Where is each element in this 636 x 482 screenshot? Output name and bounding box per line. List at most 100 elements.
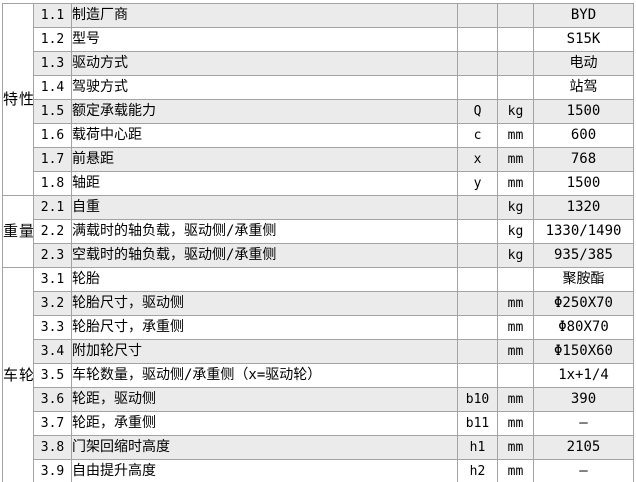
unit-cell: kg [497,219,534,244]
unit-cell: kg [497,195,534,220]
row-number-cell: 3.1 [33,267,72,292]
value-cell: 1330/1490 [533,219,634,244]
table-row: 1.4 驾驶方式 站驾 [3,75,634,100]
symbol-cell: x [457,147,498,172]
symbol-cell: h1 [457,435,498,460]
unit-cell [497,3,534,28]
table-row: 3.5 车轮数量，驱动侧/承重侧（x=驱动轮） 1x+1/4 [3,363,634,388]
unit-cell: kg [497,243,534,268]
row-number-cell: 2.1 [33,195,72,220]
value-cell: – [533,411,634,436]
spec-name-cell: 门架回缩时高度 [71,435,458,460]
value-cell: 935/385 [533,243,634,268]
spec-name-cell: 前悬距 [71,147,458,172]
value-cell: Φ250X70 [533,291,634,316]
spec-name-cell: 轮胎尺寸，驱动侧 [71,291,458,316]
spec-name-cell: 轮胎 [71,267,458,292]
row-number-cell: 3.7 [33,411,72,436]
spec-name-cell: 载荷中心距 [71,123,458,148]
spec-name-cell: 型号 [71,27,458,52]
table-row: 3.6 轮距，驱动侧 b10 mm 390 [3,387,634,412]
spec-table: 特性 1.1 制造厂商 BYD 1.2 型号 S15K 1.3 驱动方式 电动 1.4 驾驶方式 站驾 1… [2,3,634,482]
symbol-cell [457,243,498,268]
row-number-cell: 1.8 [33,171,72,196]
symbol-cell: y [457,171,498,196]
value-cell: Φ150X60 [533,339,634,364]
row-number-cell: 1.4 [33,75,72,100]
row-number-cell: 1.6 [33,123,72,148]
symbol-cell [457,339,498,364]
category-cell: 特性 [2,3,34,196]
unit-cell: mm [497,147,534,172]
value-cell: – [533,459,634,482]
table-row: 3.9 自由提升高度 h2 mm – [3,459,634,482]
unit-cell [497,27,534,52]
spec-name-cell: 轮距，承重侧 [71,411,458,436]
spec-name-cell: 轴距 [71,171,458,196]
symbol-cell [457,315,498,340]
value-cell: 2105 [533,435,634,460]
spec-name-cell: 附加轮尺寸 [71,339,458,364]
table-row: 1.8 轴距 y mm 1500 [3,171,634,196]
table-row: 1.3 驱动方式 电动 [3,51,634,76]
row-number-cell: 1.1 [33,3,72,28]
symbol-cell [457,291,498,316]
row-number-cell: 1.5 [33,99,72,124]
value-cell: 768 [533,147,634,172]
spec-name-cell: 空载时的轴负载，驱动侧/承重侧 [71,243,458,268]
spec-name-cell: 制造厂商 [71,3,458,28]
spec-name-cell: 自由提升高度 [71,459,458,482]
symbol-cell [457,363,498,388]
unit-cell [497,363,534,388]
spec-name-cell: 轮距，驱动侧 [71,387,458,412]
unit-cell: mm [497,315,534,340]
row-number-cell: 2.3 [33,243,72,268]
table-row: 2.2 满载时的轴负载，驱动侧/承重侧 kg 1330/1490 [3,219,634,244]
unit-cell: mm [497,339,534,364]
symbol-cell: b11 [457,411,498,436]
unit-cell: mm [497,123,534,148]
symbol-cell: Q [457,99,498,124]
table-row: 特性 1.1 制造厂商 BYD [2,3,634,196]
unit-cell: mm [497,387,534,412]
spec-name-cell: 满载时的轴负载，驱动侧/承重侧 [71,219,458,244]
row-number-cell: 2.2 [33,219,72,244]
spec-name-cell: 自重 [71,195,458,220]
row-number-cell: 3.3 [33,315,72,340]
row-number-cell: 1.3 [33,51,72,76]
symbol-cell [457,3,498,28]
row-number-cell: 3.9 [33,459,72,482]
spec-name-cell: 驾驶方式 [71,75,458,100]
value-cell: 1500 [533,99,634,124]
table-row: 3.4 附加轮尺寸 mm Φ150X60 [3,339,634,364]
unit-cell [497,75,534,100]
table-row: 车轮 3.1 轮胎 聚胺酯 [2,267,634,482]
spec-name-cell: 驱动方式 [71,51,458,76]
row-number-cell: 1.7 [33,147,72,172]
spec-name-cell: 额定承载能力 [71,99,458,124]
value-cell: S15K [533,27,634,52]
unit-cell: mm [497,171,534,196]
symbol-cell [457,195,498,220]
symbol-cell [457,27,498,52]
symbol-cell: b10 [457,387,498,412]
table-row: 1.7 前悬距 x mm 768 [3,147,634,172]
unit-cell: kg [497,99,534,124]
table-row: 1.2 型号 S15K [3,27,634,52]
value-cell: 1320 [533,195,634,220]
unit-cell: mm [497,435,534,460]
table-row: 2.3 空载时的轴负载，驱动侧/承重侧 kg 935/385 [3,243,634,268]
table-row: 3.8 门架回缩时高度 h1 mm 2105 [3,435,634,460]
unit-cell: mm [497,291,534,316]
category-cell: 重量 [2,195,34,268]
row-number-cell: 3.2 [33,291,72,316]
unit-cell: mm [497,459,534,482]
category-cell: 车轮 [2,267,34,482]
value-cell: 600 [533,123,634,148]
table-row: 1.6 载荷中心距 c mm 600 [3,123,634,148]
table-row: 3.2 轮胎尺寸，驱动侧 mm Φ250X70 [3,291,634,316]
row-number-cell: 3.4 [33,339,72,364]
value-cell: Φ80X70 [533,315,634,340]
spec-name-cell: 车轮数量，驱动侧/承重侧（x=驱动轮） [71,363,458,388]
